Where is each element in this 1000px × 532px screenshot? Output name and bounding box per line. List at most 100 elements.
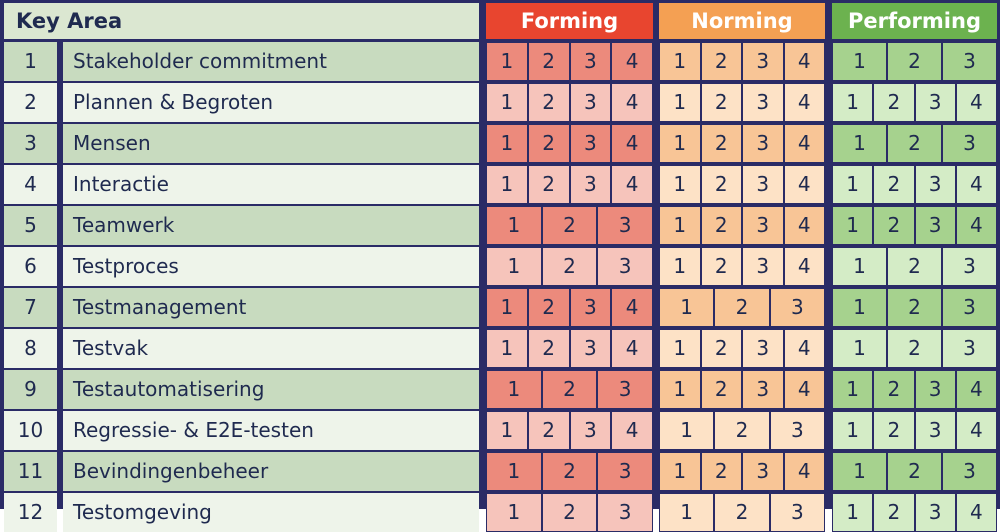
norming-score-cell: 2 xyxy=(700,452,742,491)
forming-score-cell: 1 xyxy=(486,42,528,81)
performing-score-cell: 3 xyxy=(914,83,956,122)
performing-header: Performing xyxy=(832,3,997,39)
performing-score-cell: 3 xyxy=(942,247,997,286)
performing-score-cell: 2 xyxy=(887,42,942,81)
norming-score-cell: 1 xyxy=(659,370,701,409)
row-number: 2 xyxy=(4,83,57,122)
norming-score-cell: 1 xyxy=(659,206,701,245)
performing-score-cell: 4 xyxy=(955,83,997,122)
forming-score-cell: 4 xyxy=(611,329,653,368)
norming-score-cell: 2 xyxy=(700,370,742,409)
forming-score-cell: 3 xyxy=(569,329,612,368)
key-area-name: Testmanagement xyxy=(63,288,479,327)
norming-score-cell: 3 xyxy=(742,124,784,163)
forming-score-cell: 3 xyxy=(597,370,653,409)
key-area-name: Interactie xyxy=(63,165,479,204)
norming-score-cell: 1 xyxy=(659,493,715,532)
forming-score-cell: 2 xyxy=(527,411,570,450)
norming-score-cell: 3 xyxy=(742,165,784,204)
forming-score-cell: 3 xyxy=(569,83,612,122)
norming-score-cell: 3 xyxy=(769,493,825,532)
performing-score-cell: 4 xyxy=(955,165,997,204)
row-number: 12 xyxy=(4,493,57,532)
performing-score-cell: 1 xyxy=(832,124,887,163)
norming-score-cell: 4 xyxy=(783,206,825,245)
performing-score-cell: 2 xyxy=(887,124,942,163)
norming-score-cell: 4 xyxy=(783,370,825,409)
performing-score-cell: 2 xyxy=(873,206,915,245)
performing-score-cell: 4 xyxy=(955,411,997,450)
row-number: 3 xyxy=(4,124,57,163)
performing-score-cell: 2 xyxy=(887,288,942,327)
norming-score-cell: 3 xyxy=(769,411,825,450)
forming-score-cell: 2 xyxy=(527,124,570,163)
key-area-name: Testomgeving xyxy=(63,493,479,532)
forming-score-cell: 2 xyxy=(527,165,570,204)
row-number: 9 xyxy=(4,370,57,409)
forming-score-cell: 3 xyxy=(569,124,612,163)
norming-score-cell: 4 xyxy=(783,452,825,491)
performing-score-cell: 3 xyxy=(942,288,997,327)
forming-score-cell: 4 xyxy=(611,83,653,122)
key-area-name: Plannen & Begroten xyxy=(63,83,479,122)
performing-score-cell: 3 xyxy=(942,42,997,81)
performing-score-cell: 1 xyxy=(832,165,874,204)
forming-score-cell: 3 xyxy=(597,493,653,532)
norming-score-cell: 4 xyxy=(783,83,825,122)
norming-score-cell: 1 xyxy=(659,83,701,122)
row-number: 7 xyxy=(4,288,57,327)
norming-score-cell: 4 xyxy=(783,329,825,368)
performing-score-cell: 3 xyxy=(942,329,997,368)
key-area-name: Stakeholder commitment xyxy=(63,42,479,81)
forming-score-cell: 2 xyxy=(541,452,598,491)
performing-score-cell: 1 xyxy=(832,452,887,491)
norming-score-cell: 3 xyxy=(769,288,825,327)
performing-score-cell: 1 xyxy=(832,288,887,327)
norming-score-cell: 4 xyxy=(783,165,825,204)
norming-score-cell: 1 xyxy=(659,452,701,491)
forming-score-cell: 2 xyxy=(541,493,598,532)
performing-score-cell: 1 xyxy=(832,42,887,81)
forming-score-cell: 1 xyxy=(486,124,528,163)
norming-score-cell: 3 xyxy=(742,329,784,368)
row-number: 10 xyxy=(4,411,57,450)
norming-score-cell: 1 xyxy=(659,124,701,163)
forming-score-cell: 4 xyxy=(611,165,653,204)
norming-score-cell: 4 xyxy=(783,247,825,286)
performing-score-cell: 3 xyxy=(942,124,997,163)
performing-score-cell: 3 xyxy=(914,411,956,450)
forming-score-cell: 3 xyxy=(569,411,612,450)
performing-score-cell: 1 xyxy=(832,493,874,532)
forming-score-cell: 2 xyxy=(527,329,570,368)
row-number: 11 xyxy=(4,452,57,491)
row-number: 8 xyxy=(4,329,57,368)
key-area-name: Testvak xyxy=(63,329,479,368)
performing-score-cell: 3 xyxy=(914,370,956,409)
norming-score-cell: 2 xyxy=(700,247,742,286)
forming-score-cell: 3 xyxy=(597,206,653,245)
performing-score-cell: 1 xyxy=(832,411,874,450)
key-area-name: Regressie- & E2E-testen xyxy=(63,411,479,450)
row-number: 5 xyxy=(4,206,57,245)
norming-score-cell: 2 xyxy=(714,288,770,327)
forming-score-cell: 4 xyxy=(611,42,653,81)
forming-score-cell: 1 xyxy=(486,288,528,327)
key-area-name: Bevindingenbeheer xyxy=(63,452,479,491)
norming-score-cell: 4 xyxy=(783,42,825,81)
norming-score-cell: 3 xyxy=(742,247,784,286)
performing-score-cell: 2 xyxy=(873,83,915,122)
key-area-name: Testproces xyxy=(63,247,479,286)
forming-score-cell: 4 xyxy=(611,411,653,450)
forming-score-cell: 3 xyxy=(597,452,653,491)
performing-score-cell: 2 xyxy=(873,370,915,409)
forming-score-cell: 2 xyxy=(541,247,598,286)
row-number: 1 xyxy=(4,42,57,81)
forming-score-cell: 1 xyxy=(486,83,528,122)
forming-score-cell: 1 xyxy=(486,493,542,532)
norming-score-cell: 3 xyxy=(742,42,784,81)
performing-score-cell: 2 xyxy=(873,411,915,450)
performing-score-cell: 3 xyxy=(914,165,956,204)
performing-score-cell: 1 xyxy=(832,247,887,286)
norming-score-cell: 4 xyxy=(783,124,825,163)
norming-score-cell: 3 xyxy=(742,370,784,409)
